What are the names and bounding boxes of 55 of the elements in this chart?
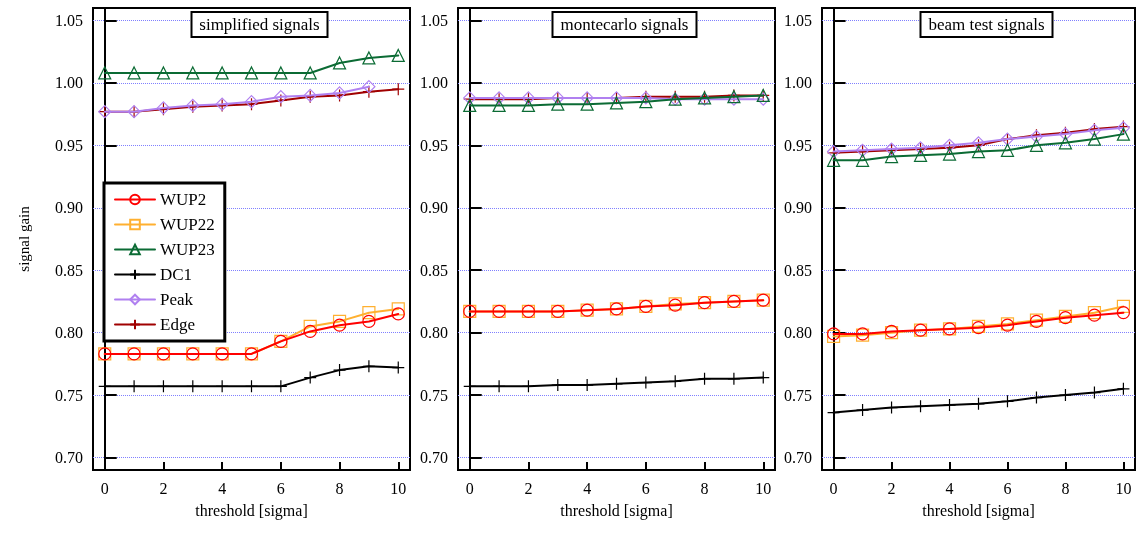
y-tick-label: 0.95 <box>784 136 812 154</box>
y-tick-label: 0.90 <box>784 199 812 217</box>
x-tick-label: 0 <box>465 479 474 497</box>
x-axis-title: threshold [sigma] <box>560 501 673 520</box>
x-axis-title: threshold [sigma] <box>922 501 1035 520</box>
x-tick-label: 6 <box>1003 479 1012 497</box>
x-tick-label: 2 <box>887 479 896 497</box>
chart-title: montecarlo signals <box>560 15 689 34</box>
y-tick-label: 0.85 <box>420 261 448 279</box>
legend-label: Peak <box>160 290 194 309</box>
y-tick-label: 1.05 <box>420 11 448 29</box>
x-tick-label: 8 <box>1061 479 1070 497</box>
y-tick-label: 0.90 <box>55 199 83 217</box>
x-axis-title: threshold [sigma] <box>195 501 308 520</box>
y-tick-label: 0.75 <box>55 386 83 404</box>
y-tick-label: 0.80 <box>784 324 812 342</box>
y-tick-label: 0.80 <box>55 324 83 342</box>
x-tick-label: 2 <box>159 479 168 497</box>
legend-label: WUP23 <box>160 240 215 259</box>
x-tick-label: 4 <box>583 479 592 497</box>
x-tick-label: 8 <box>335 479 344 497</box>
y-tick-label: 0.70 <box>55 449 83 467</box>
y-tick-label: 0.70 <box>420 449 448 467</box>
x-tick-label: 4 <box>945 479 954 497</box>
x-tick-label: 0 <box>100 479 109 497</box>
y-tick-label: 1.05 <box>55 11 83 29</box>
legend-label: WUP22 <box>160 215 215 234</box>
y-tick-label: 0.90 <box>420 199 448 217</box>
y-tick-label: 0.70 <box>784 449 812 467</box>
y-tick-label: 0.85 <box>55 261 83 279</box>
x-tick-label: 4 <box>218 479 227 497</box>
x-tick-label: 10 <box>1115 479 1132 497</box>
legend-label: DC1 <box>160 265 193 284</box>
x-tick-label: 6 <box>641 479 650 497</box>
x-tick-label: 8 <box>700 479 709 497</box>
y-tick-label: 0.75 <box>420 386 448 404</box>
y-tick-label: 1.05 <box>784 11 812 29</box>
y-tick-label: 0.95 <box>420 136 448 154</box>
y-axis-title: signal gain <box>15 205 32 272</box>
chart-title: simplified signals <box>199 15 320 34</box>
y-tick-label: 0.95 <box>55 136 83 154</box>
x-tick-label: 10 <box>755 479 772 497</box>
y-tick-label: 1.00 <box>420 74 448 92</box>
x-tick-label: 10 <box>390 479 407 497</box>
y-tick-label: 0.75 <box>784 386 812 404</box>
x-tick-label: 0 <box>829 479 838 497</box>
y-tick-label: 1.00 <box>55 74 83 92</box>
y-tick-label: 0.80 <box>420 324 448 342</box>
legend-label: Edge <box>160 315 195 334</box>
y-tick-label: 1.00 <box>784 74 812 92</box>
x-tick-label: 2 <box>524 479 533 497</box>
y-tick-label: 0.85 <box>784 261 812 279</box>
legend-label: WUP2 <box>160 190 207 209</box>
x-tick-label: 6 <box>276 479 285 497</box>
chart-title: beam test signals <box>928 15 1045 34</box>
